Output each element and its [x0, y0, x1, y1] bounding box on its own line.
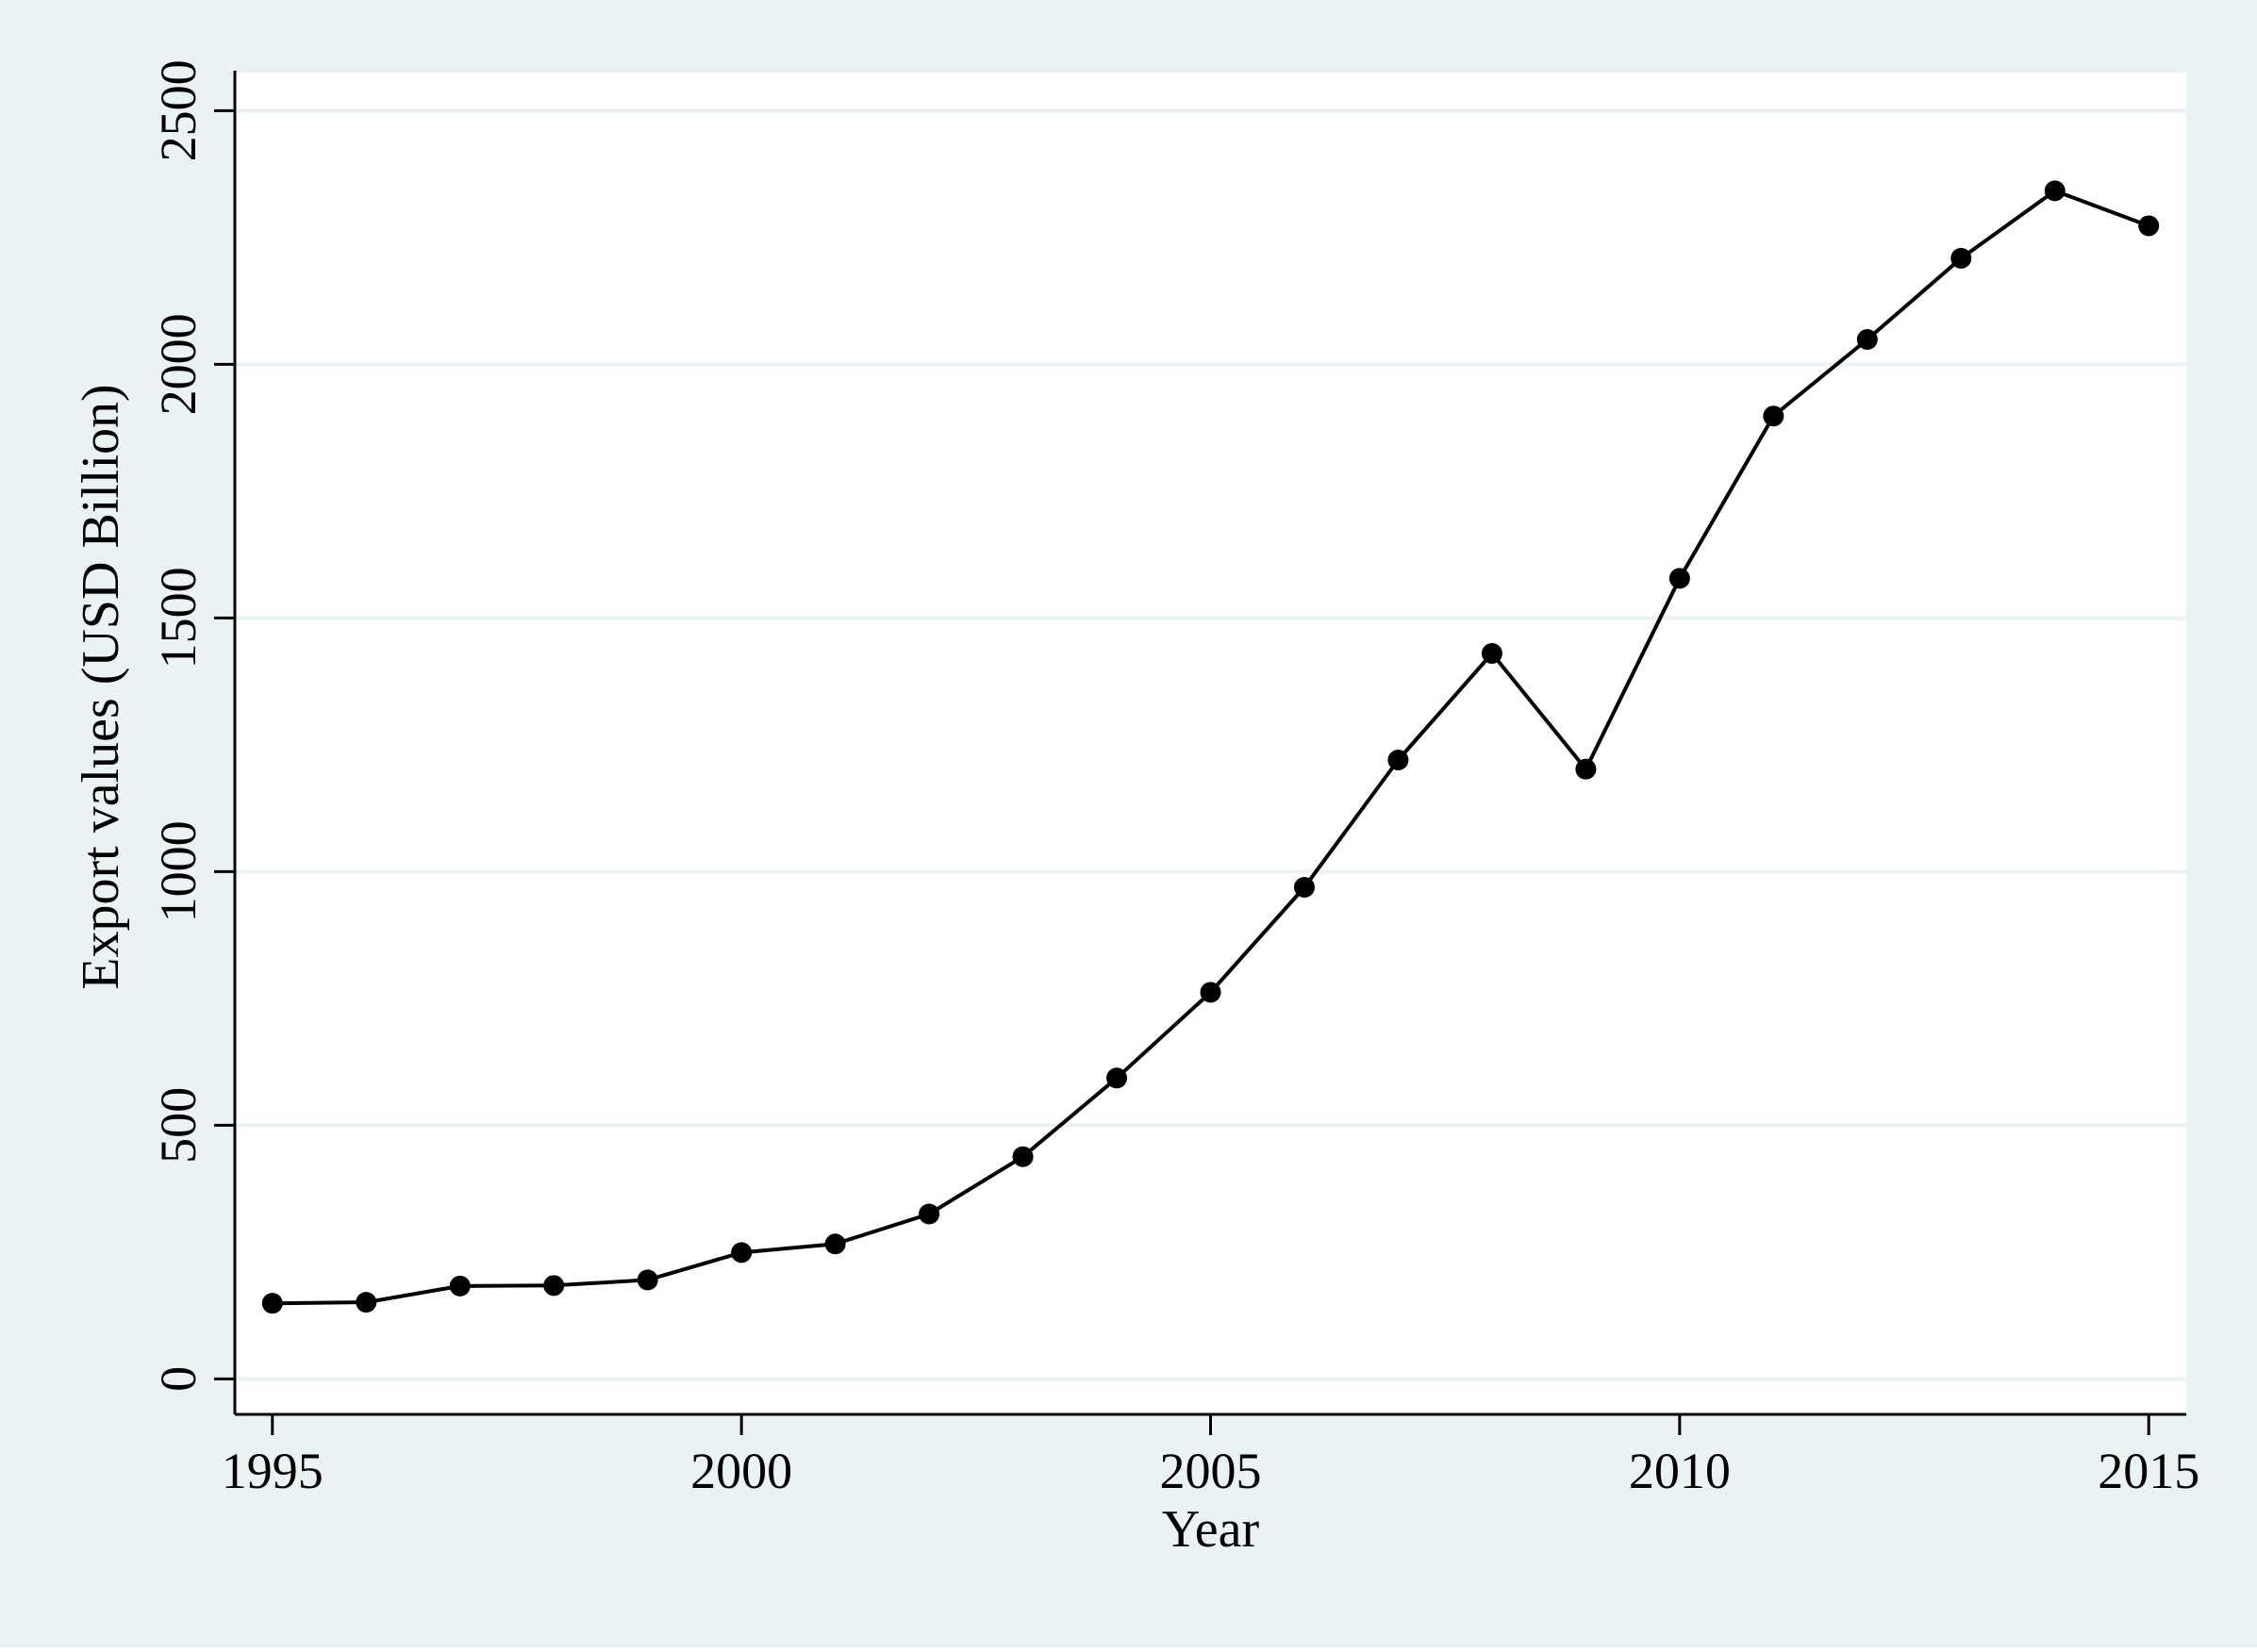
data-point-1995	[261, 1293, 283, 1314]
x-tick-label-2010: 2010	[1629, 1443, 1731, 1499]
data-point-2009	[1575, 758, 1597, 780]
data-point-2011	[1763, 405, 1784, 427]
data-point-2008	[1481, 643, 1502, 665]
data-point-2013	[1950, 247, 1972, 269]
x-tick-label-2000: 2000	[690, 1443, 792, 1499]
y-tick-label-1500: 1500	[150, 567, 207, 669]
data-point-2002	[919, 1203, 940, 1225]
data-point-2006	[1293, 877, 1315, 899]
y-tick-label-0: 0	[150, 1366, 207, 1392]
data-point-2001	[824, 1233, 846, 1255]
data-point-2015	[2138, 215, 2160, 237]
y-tick-label-2500: 2500	[150, 59, 207, 161]
plot-area-background	[235, 73, 2186, 1414]
series-layer	[261, 180, 2160, 1314]
axes: 0 500 1000 1500 2000 2500 1995 2000 2005 2010 2015	[150, 59, 2199, 1499]
x-tick-label-1995: 1995	[222, 1443, 324, 1499]
x-axis-title: Year	[1162, 1500, 1260, 1559]
data-point-2010	[1668, 568, 1690, 589]
x-tick-label-2005: 2005	[1160, 1443, 1262, 1499]
y-tick-label-1000: 1000	[150, 820, 207, 922]
data-point-2007	[1387, 749, 1409, 770]
gridlines	[235, 108, 2186, 1381]
data-point-1996	[356, 1292, 377, 1313]
data-point-2004	[1106, 1067, 1128, 1089]
data-point-1999	[637, 1269, 658, 1291]
y-tick-label-2000: 2000	[150, 313, 207, 415]
x-tick-label-2015: 2015	[2098, 1443, 2199, 1499]
data-point-2014	[2044, 180, 2066, 202]
data-point-2012	[1856, 328, 1878, 350]
data-point-2003	[1012, 1146, 1034, 1167]
data-point-2000	[731, 1242, 753, 1264]
data-point-2005	[1200, 982, 1221, 1003]
y-tick-label-500: 500	[150, 1087, 207, 1164]
data-point-1998	[543, 1275, 565, 1297]
data-point-1997	[449, 1275, 471, 1297]
y-axis-title: Export values (USD Billion)	[72, 384, 130, 989]
